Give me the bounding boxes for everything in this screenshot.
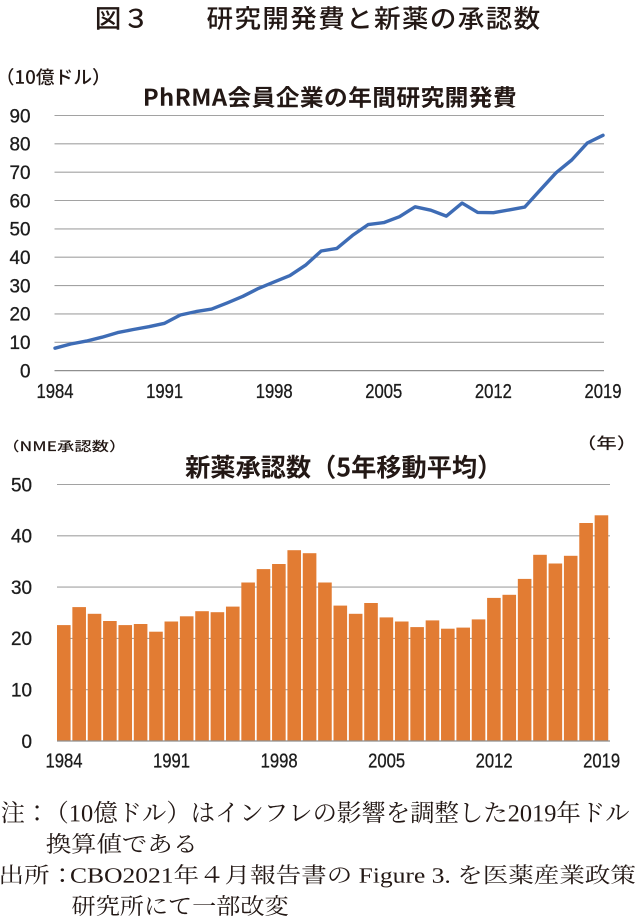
svg-text:2005: 2005 [368,751,405,773]
svg-text:2019: 2019 [583,751,620,773]
svg-text:30: 30 [10,276,31,297]
svg-text:1984: 1984 [37,381,74,403]
svg-text:2019: 2019 [585,381,622,403]
svg-text:20: 20 [10,305,31,326]
svg-text:10: 10 [10,333,31,354]
svg-text:50: 50 [10,220,31,241]
svg-text:0: 0 [22,732,33,753]
svg-text:60: 60 [10,191,31,212]
svg-text:10: 10 [11,681,32,702]
svg-text:1998: 1998 [256,381,293,403]
svg-text:80: 80 [10,135,31,156]
svg-text:1984: 1984 [46,751,83,773]
svg-text:70: 70 [10,163,31,184]
svg-text:2012: 2012 [475,381,512,403]
svg-text:40: 40 [10,248,31,269]
svg-text:50: 50 [11,475,32,496]
svg-text:1991: 1991 [153,751,190,773]
svg-text:2005: 2005 [365,381,402,403]
svg-text:90: 90 [10,106,31,127]
svg-text:40: 40 [11,527,32,548]
svg-text:1991: 1991 [146,381,183,403]
svg-text:1998: 1998 [261,751,298,773]
svg-text:30: 30 [11,578,32,599]
svg-text:2012: 2012 [476,751,513,773]
svg-text:0: 0 [20,361,31,382]
svg-text:20: 20 [11,629,32,650]
